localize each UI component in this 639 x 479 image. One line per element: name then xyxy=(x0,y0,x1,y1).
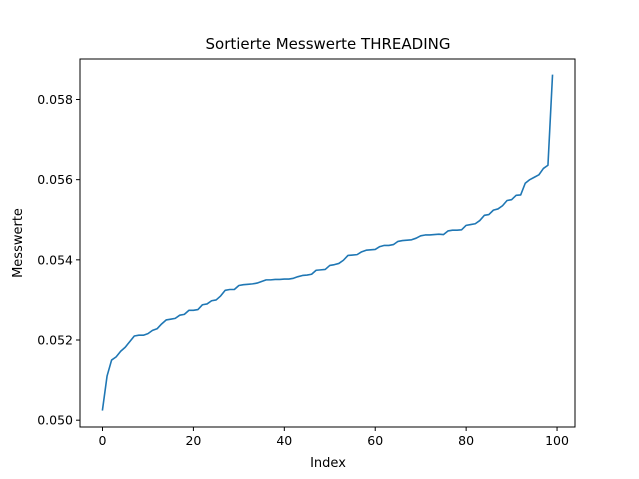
y-axis-label: Messwerte xyxy=(11,208,26,278)
x-tick-label: 40 xyxy=(276,433,292,448)
axes-frame xyxy=(79,58,576,428)
y-tick-label: 0.056 xyxy=(37,172,73,187)
x-tick-label: 80 xyxy=(458,433,474,448)
y-tick-label: 0.050 xyxy=(37,413,73,428)
x-tick-label: 0 xyxy=(99,433,107,448)
chart-title: Sortierte Messwerte THREADING xyxy=(206,35,451,53)
x-tick-label: 100 xyxy=(545,433,569,448)
x-tick-label: 60 xyxy=(367,433,383,448)
y-tick-label: 0.052 xyxy=(37,333,73,348)
y-tick-label: 0.058 xyxy=(37,92,73,107)
plot-area: 0 20 40 60 80 100 0.050 0.052 0.054 0.056 0.058 xyxy=(37,58,576,448)
y-tick-label: 0.054 xyxy=(37,252,73,267)
series-line xyxy=(101,74,554,411)
x-axis-label: Index xyxy=(310,456,346,471)
x-tick-label: 20 xyxy=(185,433,201,448)
